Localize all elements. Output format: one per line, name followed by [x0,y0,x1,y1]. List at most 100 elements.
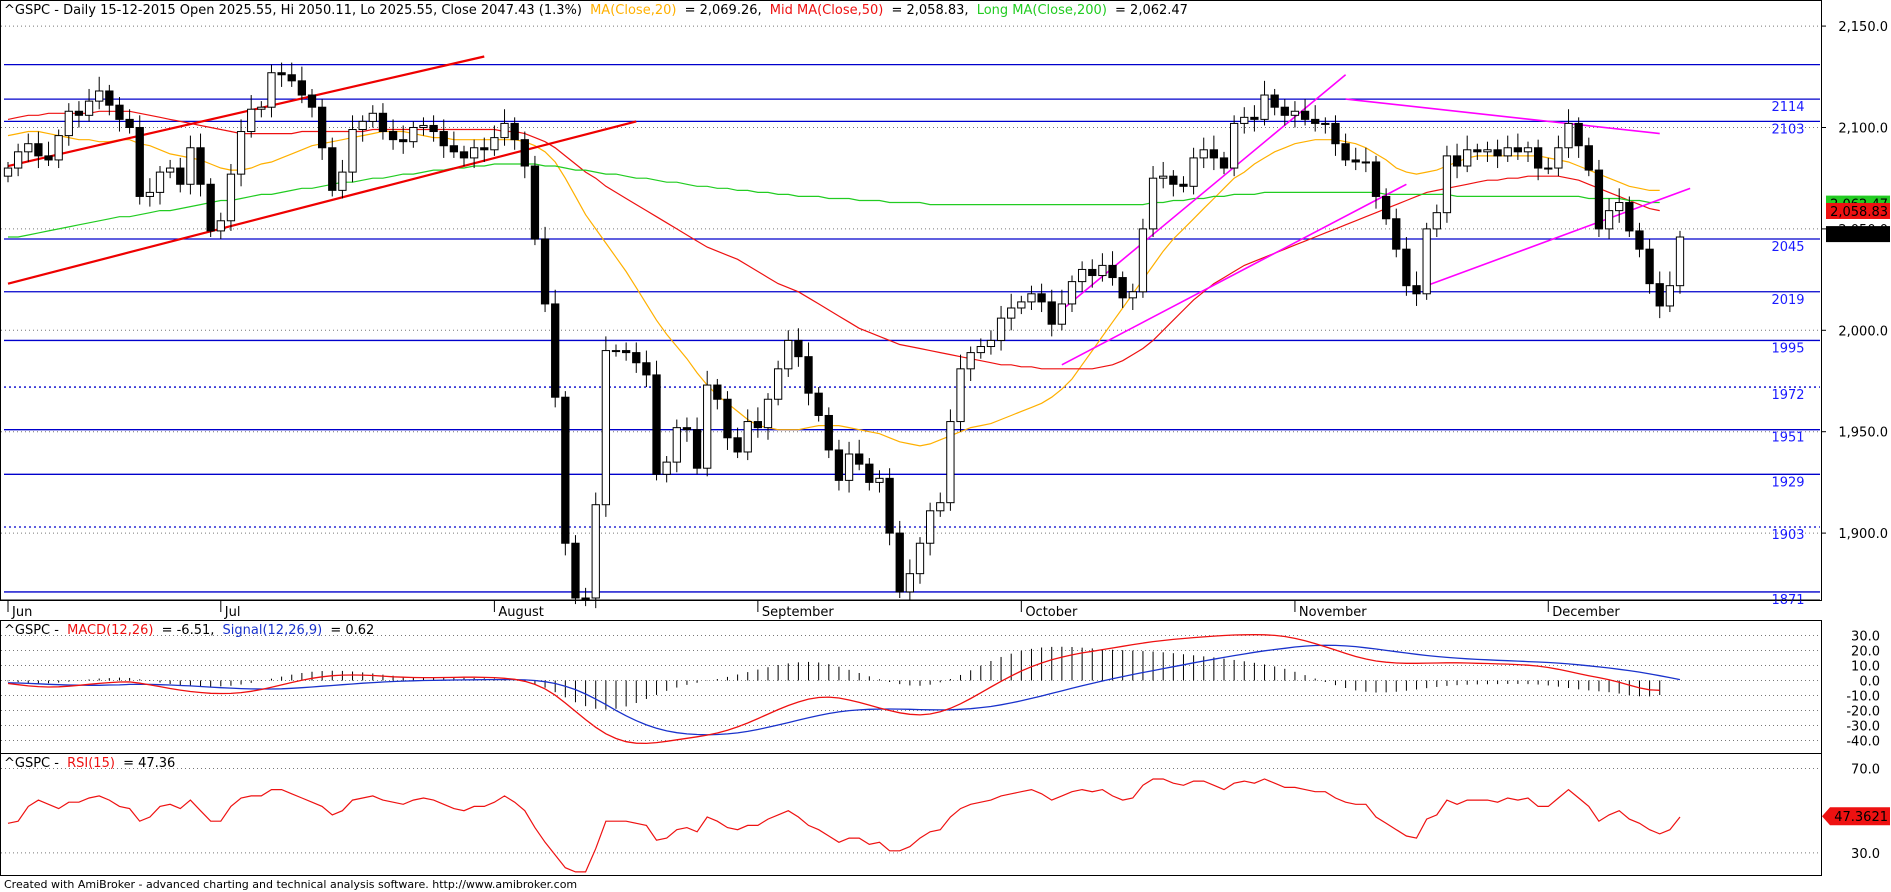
last-value-tag-bg [1826,226,1890,243]
candle-up [338,171,347,191]
candle-up [925,510,935,544]
candle-up [1483,149,1492,153]
candle-down [1250,116,1259,120]
candle-down [753,421,763,429]
last-value-tag-bg [1826,202,1890,219]
price-axis-label: 1,900.0 [1838,527,1888,542]
candle-down [1594,169,1604,230]
candle-down [834,449,844,481]
candle-up [1240,116,1249,124]
candle-up [1017,301,1026,309]
candle-down [378,112,388,133]
candle-down [307,94,317,108]
candle-down [1270,94,1279,108]
candle-up [966,352,975,370]
price-chart-title: ^GSPC - Daily 15-12-2015 Open 2025.55, H… [4,3,1188,18]
candle-down [621,350,631,354]
candle-down [429,124,438,133]
candle-up [54,135,63,161]
candle-down [287,74,296,82]
candle-down [1402,248,1411,287]
macd-title-prefix: ^GSPC - [4,623,59,638]
candle-down [1351,159,1360,163]
candle-up [226,173,236,222]
candle-up [1321,122,1330,125]
candlesticks [3,62,1685,609]
month-label: September [762,605,835,620]
level-label: 1929 [1771,475,1804,490]
candle-down [1311,118,1320,124]
candle-down [1635,230,1644,250]
ma-line-20 [7,130,1660,447]
candle-down [176,167,185,185]
candle-up [1007,307,1016,319]
candle-down [561,396,570,544]
candle-up [773,368,783,400]
candle-up [662,461,671,475]
candle-down [1179,183,1188,187]
candle-down [44,155,53,161]
candle-up [1665,285,1675,307]
candle-up [996,317,1006,341]
macd-axis-label: 30.0 [1851,630,1880,645]
candle-down [1331,122,1340,145]
candle-up [24,143,33,153]
candle-down [520,139,529,167]
macd-line [7,633,1660,745]
ma50-legend-value: = 2,058.83, [891,3,968,18]
macd-axis-label: -20.0 [1846,705,1880,720]
candle-down [1300,110,1310,120]
trendline-magenta [1345,98,1660,135]
candle-up [1615,202,1624,212]
candle-up [611,350,621,353]
candle-up [155,171,165,193]
candle-down [135,126,144,197]
month-label: December [1552,605,1620,620]
candle-up [1128,291,1137,299]
candle-up [1463,149,1472,167]
signal-legend-value: = 0.62 [330,623,374,638]
level-label: 2114 [1771,100,1804,115]
macd-axis-label: 10.0 [1851,660,1880,675]
month-label: October [1025,605,1078,620]
candle-up [1057,303,1067,325]
candle-up [1098,264,1107,277]
month-label: Jun [11,605,32,620]
candle-down [1169,175,1178,185]
trendline-red [7,55,485,168]
candle-up [743,421,752,453]
candle-up [1503,147,1512,157]
level-label: 2019 [1771,293,1804,308]
macd-panel: 30.020.010.00.0-10.0-20.0-30.0-40.0 [1,630,1880,750]
candle-down [814,392,823,416]
rsi-legend-value: = 47.36 [123,756,175,771]
candle-up [784,339,793,370]
price-y-axis: 2,150.02,100.02,050.02,000.01,950.01,900… [1821,20,1888,542]
level-label: 1951 [1771,431,1804,446]
candle-down [632,352,641,364]
price-axis-label: 2,150.0 [1838,20,1888,35]
candle-down [713,384,722,400]
candle-up [165,167,175,173]
trendline-red [7,120,637,285]
candle-up [84,100,94,116]
candle-down [125,118,134,128]
candle-down [74,110,84,116]
candle-up [64,110,73,137]
candle-up [1422,228,1431,295]
candle-down [1625,202,1634,232]
candle-down [885,477,894,534]
candle-down [571,542,580,599]
candle-down [1371,161,1381,197]
candle-down [1533,147,1543,169]
price-axis-label: 2,100.0 [1838,121,1888,136]
candle-down [1655,283,1664,307]
candle-down [652,374,661,475]
candle-up [591,504,600,599]
macd-legend-value: = -6.51, [162,623,215,638]
rsi-panel: 70.0 30.0 47.3621 [1,762,1890,873]
candle-down [510,122,519,141]
candle-down [895,532,904,593]
candle-up [1199,149,1208,159]
level-label: 1903 [1771,528,1804,543]
